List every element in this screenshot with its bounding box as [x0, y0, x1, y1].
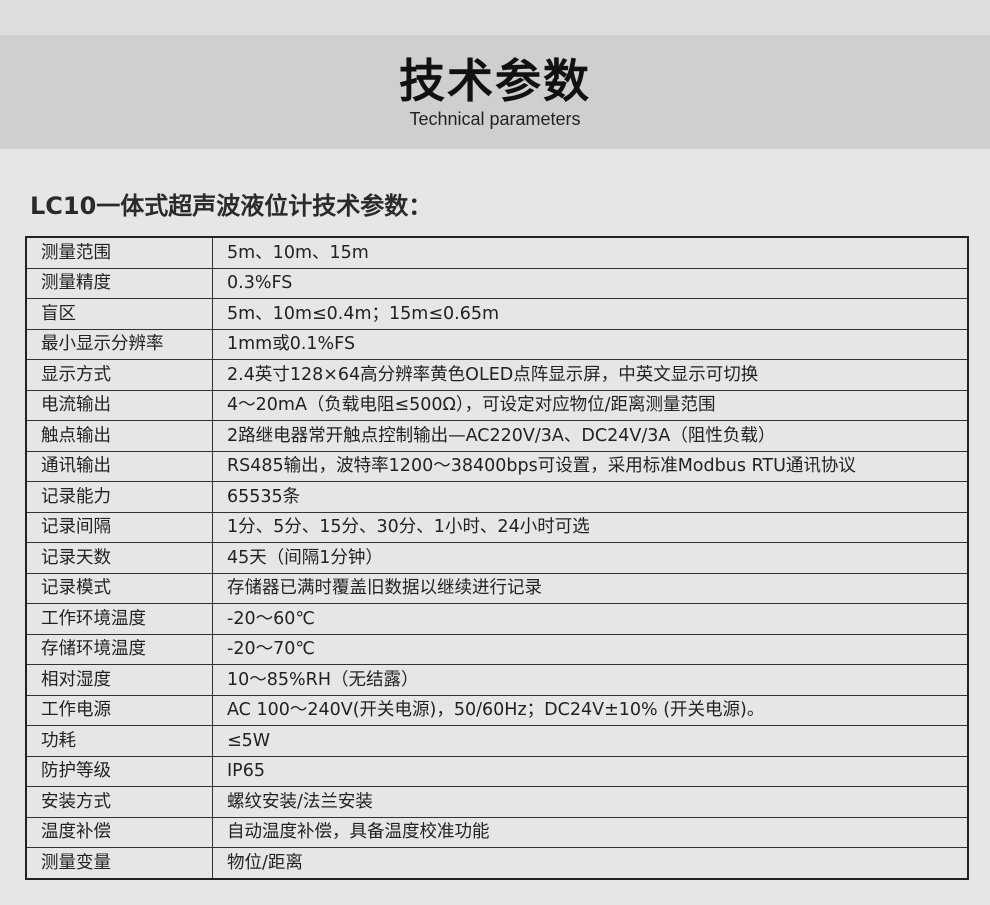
table-row: 工作电源 AC 100～240V(开关电源)，50/60Hz；DC24V±10% … — [25, 694, 969, 726]
table-row: 记录模式 存储器已满时覆盖旧数据以继续进行记录 — [25, 572, 969, 604]
param-name: 显示方式 — [25, 359, 213, 391]
param-value: IP65 — [212, 755, 969, 787]
param-value: RS485输出，波特率1200～38400bps可设置，采用标准Modbus R… — [212, 450, 969, 482]
table-row: 工作环境温度 -20～60℃ — [25, 603, 969, 635]
param-name: 测量范围 — [25, 236, 213, 269]
table-row: 显示方式 2.4英寸128×64高分辨率黄色OLED点阵显示屏，中英文显示可切换 — [25, 359, 969, 391]
param-value: 45天（间隔1分钟） — [212, 542, 969, 574]
table-row: 功耗 ≤5W — [25, 725, 969, 757]
param-value: ≤5W — [212, 725, 969, 757]
table-row: 安装方式 螺纹安装/法兰安装 — [25, 786, 969, 818]
table-row: 测量精度 0.3%FS — [25, 267, 969, 299]
param-name: 安装方式 — [25, 786, 213, 818]
param-value: 1mm或0.1%FS — [212, 328, 969, 360]
param-name: 测量精度 — [25, 267, 213, 299]
table-row: 防护等级 IP65 — [25, 755, 969, 787]
table-row: 温度补偿 自动温度补偿，具备温度校准功能 — [25, 816, 969, 848]
param-name: 温度补偿 — [25, 816, 213, 848]
table-row: 记录间隔 1分、5分、15分、30分、1小时、24小时可选 — [25, 511, 969, 543]
param-value: 存储器已满时覆盖旧数据以继续进行记录 — [212, 572, 969, 604]
table-row: 相对湿度 10～85%RH（无结露） — [25, 664, 969, 696]
table-row: 盲区 5m、10m≤0.4m；15m≤0.65m — [25, 298, 969, 330]
param-value: 物位/距离 — [212, 847, 969, 879]
param-name: 记录天数 — [25, 542, 213, 574]
param-name: 电流输出 — [25, 389, 213, 421]
section-title: LC10一体式超声波液位计技术参数： — [30, 192, 433, 220]
param-value: -20～60℃ — [212, 603, 969, 635]
param-name: 工作环境温度 — [25, 603, 213, 635]
table-row: 电流输出 4～20mA（负载电阻≤500Ω），可设定对应物位/距离测量范围 — [25, 389, 969, 421]
table-row: 记录天数 45天（间隔1分钟） — [25, 542, 969, 574]
table-row: 测量范围 5m、10m、15m — [25, 236, 969, 269]
param-name: 记录能力 — [25, 481, 213, 513]
param-value: 5m、10m≤0.4m；15m≤0.65m — [212, 298, 969, 330]
page-subtitle: Technical parameters — [409, 109, 581, 129]
param-name: 盲区 — [25, 298, 213, 330]
param-name: 最小显示分辨率 — [25, 328, 213, 360]
param-name: 存储环境温度 — [25, 633, 213, 665]
param-value: AC 100～240V(开关电源)，50/60Hz；DC24V±10% (开关电… — [212, 694, 969, 726]
page-title: 技术参数 — [399, 54, 591, 108]
param-value: 0.3%FS — [212, 267, 969, 299]
header-band: 技术参数 Technical parameters — [0, 35, 990, 149]
param-name: 防护等级 — [25, 755, 213, 787]
param-name: 工作电源 — [25, 694, 213, 726]
param-name: 相对湿度 — [25, 664, 213, 696]
param-name: 记录间隔 — [25, 511, 213, 543]
param-name: 功耗 — [25, 725, 213, 757]
param-value: 4～20mA（负载电阻≤500Ω），可设定对应物位/距离测量范围 — [212, 389, 969, 421]
table-row: 最小显示分辨率 1mm或0.1%FS — [25, 328, 969, 360]
table-row: 通讯输出 RS485输出，波特率1200～38400bps可设置，采用标准Modb… — [25, 450, 969, 482]
param-value: 1分、5分、15分、30分、1小时、24小时可选 — [212, 511, 969, 543]
param-value: 自动温度补偿，具备温度校准功能 — [212, 816, 969, 848]
table-row: 测量变量 物位/距离 — [25, 847, 969, 879]
param-value: 10～85%RH（无结露） — [212, 664, 969, 696]
param-value: 65535条 — [212, 481, 969, 513]
param-value: 螺纹安装/法兰安装 — [212, 786, 969, 818]
table-row: 记录能力 65535条 — [25, 481, 969, 513]
top-strip — [0, 0, 990, 35]
param-name: 触点输出 — [25, 420, 213, 452]
param-name: 测量变量 — [25, 847, 213, 879]
param-value: 5m、10m、15m — [212, 236, 969, 269]
table-row: 触点输出 2路继电器常开触点控制输出—AC220V/3A、DC24V/3A（阻性负… — [25, 420, 969, 452]
param-value: 2路继电器常开触点控制输出—AC220V/3A、DC24V/3A（阻性负载） — [212, 420, 969, 452]
table-row: 存储环境温度 -20～70℃ — [25, 633, 969, 665]
param-name: 通讯输出 — [25, 450, 213, 482]
spec-table: 测量范围 5m、10m、15m 测量精度 0.3%FS 盲区 5m、10m≤0.4m；15… — [25, 236, 969, 880]
param-value: -20～70℃ — [212, 633, 969, 665]
param-name: 记录模式 — [25, 572, 213, 604]
param-value: 2.4英寸128×64高分辨率黄色OLED点阵显示屏，中英文显示可切换 — [212, 359, 969, 391]
